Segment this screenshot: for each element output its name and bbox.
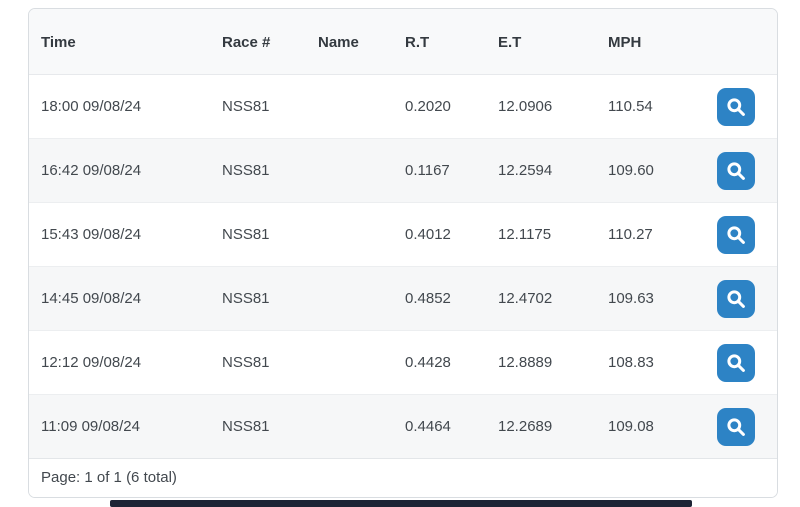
cell-et: 12.0906 [498, 98, 553, 115]
cell-rt: 0.2020 [405, 98, 451, 115]
cell-time: 12:12 09/08/24 [41, 354, 142, 371]
view-run-button[interactable] [717, 343, 755, 382]
cell-rt: 0.4852 [405, 290, 451, 307]
col-header-mph: MPH [596, 9, 704, 75]
cell-name [306, 267, 393, 331]
table-row: 16:42 09/08/24 NSS81 0.1167 12.2594 109.… [29, 138, 777, 203]
cell-action [704, 395, 777, 459]
cell-rt: 0.1167 [405, 162, 450, 179]
cell-rt: 0.4464 [405, 418, 451, 435]
race-results-card: Time Race # Name R.T E.T MPH 18:00 09/08… [28, 8, 778, 498]
cell-mph: 108.83 [608, 354, 654, 371]
table-header-row: Time Race # Name R.T E.T MPH [29, 9, 777, 75]
cell-action [704, 267, 777, 331]
cell-name [306, 203, 393, 267]
cell-name [306, 139, 393, 203]
horizontal-scrollbar-thumb[interactable] [110, 500, 692, 507]
cell-action [704, 203, 777, 267]
cell-time: 15:43 09/08/24 [41, 226, 142, 243]
magnifier-icon [726, 225, 746, 245]
cell-time: 14:45 09/08/24 [41, 290, 142, 307]
cell-rt: 0.4428 [405, 354, 451, 371]
view-run-button[interactable] [717, 279, 755, 318]
col-header-action [704, 9, 777, 75]
view-run-button[interactable] [717, 215, 755, 254]
view-run-button[interactable] [717, 151, 755, 190]
table-row: 12:12 09/08/24 NSS81 0.4428 12.8889 108.… [29, 330, 777, 395]
cell-race-number: NSS81 [222, 418, 270, 435]
cell-mph: 109.63 [608, 290, 654, 307]
magnifier-icon [726, 289, 746, 309]
cell-action [704, 75, 777, 139]
cell-et: 12.8889 [498, 354, 553, 371]
cell-mph: 110.54 [608, 98, 653, 115]
table-row: 18:00 09/08/24 NSS81 0.2020 12.0906 110.… [29, 74, 777, 139]
table-row: 14:45 09/08/24 NSS81 0.4852 12.4702 109.… [29, 266, 777, 331]
cell-race-number: NSS81 [222, 290, 270, 307]
cell-mph: 109.60 [608, 162, 654, 179]
col-header-time: Time [29, 9, 210, 75]
magnifier-icon [726, 417, 746, 437]
cell-et: 12.1175 [498, 226, 552, 243]
cell-name [306, 331, 393, 395]
cell-race-number: NSS81 [222, 98, 270, 115]
cell-et: 12.4702 [498, 290, 553, 307]
col-header-name: Name [306, 9, 393, 75]
col-header-rt: R.T [393, 9, 486, 75]
cell-rt: 0.4012 [405, 226, 451, 243]
col-header-race-number: Race # [210, 9, 306, 75]
table-row: 15:43 09/08/24 NSS81 0.4012 12.1175 110.… [29, 202, 777, 267]
view-run-button[interactable] [717, 407, 755, 446]
view-run-button[interactable] [717, 87, 755, 126]
magnifier-icon [726, 353, 746, 373]
cell-race-number: NSS81 [222, 226, 270, 243]
magnifier-icon [726, 97, 746, 117]
cell-race-number: NSS81 [222, 354, 270, 371]
cell-name [306, 395, 393, 459]
cell-action [704, 139, 777, 203]
cell-name [306, 75, 393, 139]
pagination-status: Page: 1 of 1 (6 total) [29, 458, 777, 497]
cell-time: 11:09 09/08/24 [41, 418, 140, 435]
cell-action [704, 331, 777, 395]
cell-mph: 110.27 [608, 226, 653, 243]
col-header-et: E.T [486, 9, 596, 75]
cell-et: 12.2594 [498, 162, 553, 179]
magnifier-icon [726, 161, 746, 181]
cell-et: 12.2689 [498, 418, 553, 435]
cell-time: 16:42 09/08/24 [41, 162, 142, 179]
table-row: 11:09 09/08/24 NSS81 0.4464 12.2689 109.… [29, 394, 777, 459]
cell-race-number: NSS81 [222, 162, 270, 179]
race-results-table: Time Race # Name R.T E.T MPH 18:00 09/08… [29, 9, 777, 458]
cell-mph: 109.08 [608, 418, 654, 435]
cell-time: 18:00 09/08/24 [41, 98, 142, 115]
